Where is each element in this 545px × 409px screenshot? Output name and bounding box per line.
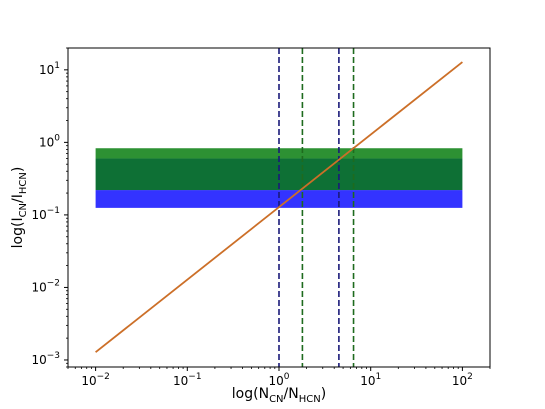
x-tick-label: 102 xyxy=(452,372,473,388)
plot-area xyxy=(95,48,463,367)
x-tick-exponent: −1 xyxy=(188,372,201,382)
x-tick-exponent: 1 xyxy=(375,372,381,382)
y-tick-mantissa: 10 xyxy=(39,63,54,77)
x-axis-label-mid: /N xyxy=(284,386,299,402)
x-tick-mantissa: 10 xyxy=(81,374,96,388)
x-tick-exponent: 2 xyxy=(467,372,473,382)
x-axis-label-base: log(N xyxy=(232,386,269,402)
x-tick-exponent: −2 xyxy=(97,372,110,382)
y-axis-label-end: ) xyxy=(10,167,26,172)
x-tick-mantissa: 10 xyxy=(452,374,467,388)
x-tick-mantissa: 10 xyxy=(173,374,188,388)
y-tick-exponent: 0 xyxy=(54,133,60,143)
x-tick-label: 10−1 xyxy=(173,372,202,388)
y-axis-label: log(ICN/IHCN) xyxy=(10,167,29,249)
x-tick-label: 100 xyxy=(268,372,289,388)
x-tick-mantissa: 10 xyxy=(268,374,283,388)
y-tick-label: 10−3 xyxy=(31,351,60,367)
y-tick-label: 101 xyxy=(39,61,60,77)
y-tick-mantissa: 10 xyxy=(31,280,46,294)
x-axis-label-sub2: HCN xyxy=(299,394,321,405)
y-tick-exponent: −2 xyxy=(47,278,60,288)
y-axis-label-sub1: CN xyxy=(18,203,29,217)
x-tick-mantissa: 10 xyxy=(360,374,375,388)
y-tick-label: 10−1 xyxy=(31,206,60,222)
y-tick-exponent: −3 xyxy=(47,351,60,361)
y-axis-label-base: log(I xyxy=(10,217,26,248)
band-2 xyxy=(95,148,463,159)
band-0 xyxy=(95,190,463,208)
x-axis-label-sub1: CN xyxy=(269,394,283,405)
y-axis-label-mid: /I xyxy=(10,194,26,203)
y-tick-mantissa: 10 xyxy=(39,135,54,149)
x-axis-label-end: ) xyxy=(321,386,326,402)
y-tick-exponent: 1 xyxy=(54,61,60,71)
y-tick-exponent: −1 xyxy=(47,206,60,216)
axes-frame xyxy=(67,47,491,368)
series-line-0 xyxy=(95,61,463,353)
y-tick-mantissa: 10 xyxy=(31,208,46,222)
y-tick-label: 100 xyxy=(39,133,60,149)
x-tick-exponent: 0 xyxy=(284,372,290,382)
x-tick-label: 10−2 xyxy=(81,372,110,388)
x-tick-label: 101 xyxy=(360,372,381,388)
y-tick-mantissa: 10 xyxy=(31,353,46,367)
y-axis-label-sub2: HCN xyxy=(18,172,29,194)
x-axis-label: log(NCN/NHCN) xyxy=(232,386,326,405)
x-axis-ticks: 10−2 10−1 100 101 102 xyxy=(67,367,491,388)
y-tick-label: 10−2 xyxy=(31,278,60,294)
